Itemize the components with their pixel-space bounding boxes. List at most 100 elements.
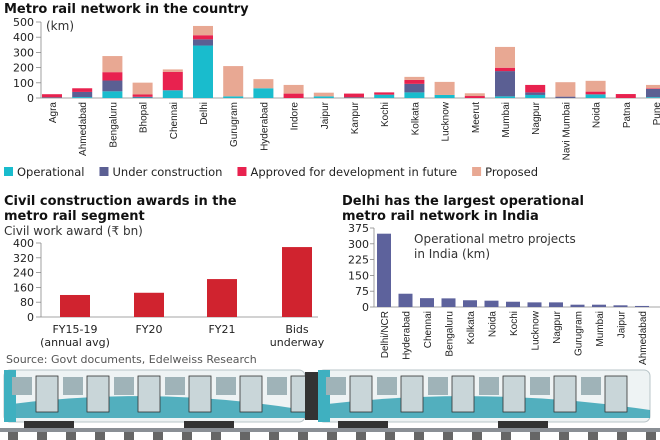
bar-segment-approved-for-development-in-future	[646, 88, 660, 89]
x-tick-label: Bengaluru	[108, 102, 119, 148]
bar-segment-under-construction	[404, 83, 425, 93]
bar-segment-proposed	[464, 93, 485, 97]
bar-segment-approved-for-development-in-future	[585, 91, 606, 95]
rail-tie	[501, 432, 511, 440]
y-tick-label: 400	[13, 31, 34, 44]
y-tick-label: 500	[13, 16, 34, 29]
bar	[570, 304, 585, 307]
bar-segment-under-construction	[646, 88, 660, 98]
x-tick-label: FY21	[208, 323, 235, 336]
y-tick-label: 75	[355, 285, 369, 298]
rail	[0, 428, 660, 432]
bar-segment-operational	[525, 94, 546, 98]
bar-segment-approved-for-development-in-future	[525, 84, 546, 93]
bar-segment-proposed	[223, 66, 244, 97]
bar-segment-operational	[646, 97, 660, 98]
x-tick-label: Mumbai	[595, 311, 606, 347]
bar	[377, 233, 391, 307]
bar-segment-approved-for-development-in-future	[42, 94, 62, 98]
x-tick-label: Gurugram	[229, 102, 240, 147]
bar-segment-proposed	[162, 69, 183, 72]
bar	[506, 301, 520, 307]
y-tick-label: 0	[27, 311, 34, 324]
y-tick-label: 100	[13, 77, 34, 90]
y-tick-label: 375	[348, 222, 369, 235]
window	[530, 377, 550, 395]
x-tick-label: (annual avg)	[40, 336, 110, 349]
x-tick-label: Kolkata	[466, 311, 477, 345]
rail-tie	[443, 432, 453, 440]
door	[400, 375, 424, 413]
bar-segment-under-construction	[132, 96, 153, 98]
bar	[527, 302, 542, 307]
bar-segment-proposed	[193, 25, 213, 36]
bar-segment-proposed	[646, 84, 660, 89]
rail-tie	[385, 432, 395, 440]
x-tick-label: Jaipur	[320, 101, 331, 129]
door	[604, 375, 628, 413]
x-tick-label: Lucknow	[441, 101, 452, 141]
bar-segment-proposed	[283, 84, 304, 94]
car-coupling	[305, 372, 318, 420]
chart2-title-line2: metro rail segment	[4, 209, 145, 224]
rail-tie	[124, 432, 134, 440]
y-tick-label: 160	[13, 281, 34, 294]
y-tick-label: 200	[13, 62, 34, 75]
y-tick-label: 0	[362, 301, 369, 314]
y-tick-label: 400	[13, 237, 34, 250]
bar	[592, 304, 606, 307]
metro-train-illustration	[0, 369, 660, 440]
bar	[463, 300, 477, 307]
rail-tie	[530, 432, 540, 440]
chart3-annotation: in India (km)	[414, 247, 490, 261]
bar-segment-operational	[193, 45, 213, 98]
bar-segment-under-construction	[72, 91, 93, 98]
door	[35, 375, 59, 413]
x-tick-label: Bengaluru	[445, 311, 456, 357]
x-tick-label: Hyderabad	[402, 311, 413, 360]
window	[377, 377, 397, 395]
bar	[134, 292, 164, 317]
y-tick-label: 300	[348, 238, 369, 251]
x-tick-label: Bids	[285, 323, 309, 336]
rail-tie	[617, 432, 627, 440]
y-tick-label: 80	[20, 296, 34, 309]
bogie	[24, 421, 74, 428]
chart3-title-line2: metro rail network in India	[342, 209, 539, 224]
window	[479, 377, 499, 395]
door	[86, 375, 110, 413]
bar-segment-operational	[102, 91, 123, 98]
bar-segment-approved-for-development-in-future	[72, 88, 93, 92]
y-tick-label: 150	[348, 269, 369, 282]
rail-tie	[472, 432, 482, 440]
door	[188, 375, 212, 413]
bar-segment-approved-for-development-in-future	[495, 67, 515, 72]
bar	[549, 302, 563, 307]
bar-segment-approved-for-development-in-future	[162, 71, 183, 91]
legend-label: Under construction	[112, 165, 222, 179]
bar-segment-under-construction	[495, 71, 515, 97]
legend-swatch	[4, 167, 13, 176]
bar-segment-operational	[223, 96, 244, 98]
x-tick-label: Mumbai	[501, 102, 512, 138]
bar-segment-under-construction	[555, 96, 576, 98]
y-tick-label: 0	[27, 92, 34, 105]
chart3-title: Delhi has the largest operational	[342, 194, 584, 209]
rail-tie	[8, 432, 18, 440]
bar-segment-approved-for-development-in-future	[102, 72, 123, 81]
x-tick-label: Delhi/NCR	[380, 311, 391, 358]
bar	[613, 305, 628, 307]
x-tick-label: FY15-19	[52, 323, 97, 336]
x-tick-label: Lucknow	[531, 310, 542, 350]
bogie	[498, 421, 548, 428]
bar-segment-approved-for-development-in-future	[615, 94, 636, 98]
bar-segment-proposed	[132, 82, 153, 95]
bar-segment-proposed	[313, 92, 334, 97]
x-tick-label: Bhopal	[139, 102, 150, 133]
rail-tie	[298, 432, 308, 440]
rail-tie	[240, 432, 250, 440]
x-tick-label: Nagpur	[552, 310, 563, 343]
x-tick-label: Noida	[488, 311, 499, 338]
window	[12, 377, 32, 395]
